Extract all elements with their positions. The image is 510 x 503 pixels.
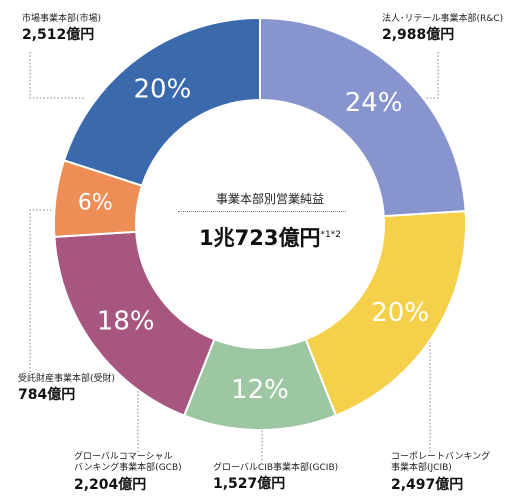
label-trust-name: 受託財産事業本部(受財)	[18, 374, 116, 384]
label-trust-value: 784億円	[18, 387, 76, 404]
label-market-value: 2,512億円	[22, 27, 95, 44]
label-rc-name: 法人･リテール事業本部(R&C)	[382, 14, 504, 24]
label-rc: 法人･リテール事業本部(R&C) 2,988億円	[382, 14, 503, 45]
label-jcib: コーポレートバンキング 事業本部(JCIB) 2,497億円	[391, 452, 490, 494]
percent-label-rc: 24%	[345, 88, 403, 118]
label-gcb-value: 2,204億円	[74, 476, 147, 493]
label-gcib-name: グローバルCIB事業本部(GCIB)	[213, 463, 339, 473]
label-gcb-name2: バンキング事業本部(GCB)	[74, 463, 182, 474]
donut-slices	[53, 16, 467, 431]
label-jcib-name2: 事業本部(JCIB)	[391, 463, 452, 474]
percent-label-gcib: 12%	[231, 375, 289, 405]
slice-market	[62, 16, 261, 187]
percent-label-market: 20%	[134, 75, 192, 105]
label-market: 市場事業本部(市場) 2,512億円	[22, 14, 101, 45]
chart-total-note: *1*2	[320, 230, 341, 240]
slice-jcib	[304, 210, 467, 417]
leader-lines	[29, 52, 439, 460]
chart-title: 事業本部別営業純益	[215, 192, 324, 206]
label-rc-value: 2,988億円	[382, 27, 455, 44]
label-gcb: グローバルコマーシャル バンキング事業本部(GCB) 2,204億円	[74, 452, 182, 494]
percent-labels: 24% 20% 12% 18% 6% 20%	[78, 75, 429, 405]
slice-rc	[259, 16, 467, 218]
label-jcib-value: 2,497億円	[391, 476, 464, 493]
label-gcb-name1: グローバルコマーシャル	[74, 452, 173, 462]
chart-total: 1兆723億円*1*2	[165, 222, 375, 252]
leader-line-market	[29, 52, 85, 99]
leader-line-trust	[29, 209, 70, 372]
label-jcib-name1: コーポレートバンキング	[391, 452, 491, 462]
percent-label-jcib: 20%	[371, 298, 429, 328]
percent-label-gcb: 18%	[97, 307, 155, 337]
label-trust: 受託財産事業本部(受財) 784億円	[18, 374, 115, 405]
label-gcib-value: 1,527億円	[213, 476, 286, 493]
label-market-name: 市場事業本部(市場)	[22, 14, 102, 24]
chart-total-value: 1兆723億円	[199, 226, 321, 250]
title-separator	[178, 211, 346, 212]
percent-label-trust: 6%	[78, 191, 113, 216]
label-gcib: グローバルCIB事業本部(GCIB) 1,527億円	[213, 463, 338, 494]
